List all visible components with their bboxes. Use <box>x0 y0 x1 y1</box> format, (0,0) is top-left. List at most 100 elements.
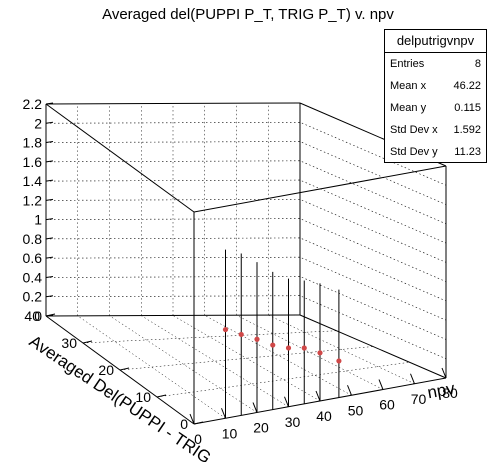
top-front-edge <box>193 165 447 213</box>
x-tick <box>252 402 258 413</box>
z-tick <box>45 141 54 144</box>
x-tick-label: 10 <box>222 425 238 441</box>
z-tick <box>45 160 54 163</box>
chart-title: Averaged del(PUPPI P_T, TRIG P_T) v. npv <box>102 6 394 23</box>
data-point <box>254 336 260 342</box>
y-tick <box>119 367 130 371</box>
z-tick <box>45 218 54 221</box>
y-tick-label: 10 <box>135 389 151 405</box>
top-left-edge <box>45 103 195 213</box>
z-tick <box>45 198 54 201</box>
y-tick-label: 30 <box>61 335 77 351</box>
x-tick-label: 70 <box>411 391 427 407</box>
stats-box: delputrigvnpv Entries 8 Mean x 46.22 Mea… <box>384 29 487 163</box>
data-point <box>238 331 244 338</box>
stats-row-stddev-x: Std Dev x 1.592 <box>385 119 486 141</box>
stats-row-entries: Entries 8 <box>385 53 486 75</box>
data-point <box>317 350 323 356</box>
z-tick-label: 0.4 <box>23 269 43 285</box>
z-tick <box>45 295 54 298</box>
z-gridline <box>45 141 447 205</box>
y-tick <box>82 340 93 344</box>
z-tick-label: 0.2 <box>23 289 43 305</box>
floor-right-edge <box>299 314 447 379</box>
z-tick-label: 1.2 <box>23 192 43 208</box>
x-tick-label: 30 <box>285 414 301 430</box>
z-tick-label: 0.8 <box>23 231 43 247</box>
z-tick-label: 1 <box>34 212 42 228</box>
x-tick <box>189 413 195 425</box>
floor-grid-x <box>172 315 321 402</box>
stats-value: 46.22 <box>453 80 481 92</box>
data-point <box>336 358 342 364</box>
z-tick-label: 2.2 <box>23 96 43 112</box>
y-tick-label: 0 <box>180 416 188 432</box>
data-point <box>285 345 292 351</box>
x-tick-label: 60 <box>379 397 395 413</box>
floor-grid-y <box>156 362 410 398</box>
data-point <box>222 326 229 333</box>
x-tick-label: 80 <box>442 385 458 401</box>
z-tick-label: 1.8 <box>23 135 43 151</box>
stats-label: Std Dev y <box>390 146 438 158</box>
stats-value: 1.592 <box>453 124 481 136</box>
x-tick <box>378 379 384 390</box>
x-tick <box>315 390 321 402</box>
x-tick <box>221 408 226 419</box>
x-tick-label: 50 <box>348 402 364 418</box>
stats-row-mean-x: Mean x 46.22 <box>385 75 486 97</box>
x-tick-label: 20 <box>253 420 269 436</box>
data-point <box>301 345 307 351</box>
y-tick <box>45 313 56 317</box>
z-gridline <box>45 237 447 302</box>
stats-label: Mean y <box>390 102 427 114</box>
x-tick <box>347 385 352 396</box>
z-tick <box>45 237 54 240</box>
x-tick-label: 0 <box>194 431 202 447</box>
z-tick <box>45 256 54 259</box>
y-tick-label: 20 <box>98 362 114 378</box>
x-tick-label: 40 <box>316 408 332 424</box>
z-tick-label: 1.6 <box>23 154 43 170</box>
y-tick <box>156 394 167 398</box>
z-gridline <box>45 276 447 340</box>
y-tick <box>193 421 204 425</box>
z-gridline <box>45 160 447 225</box>
stats-value: 0.115 <box>454 102 481 114</box>
floor-grid-x <box>109 315 258 413</box>
x-tick <box>410 373 415 384</box>
z-tick-label: 0.6 <box>23 250 43 266</box>
z-gridline <box>45 256 447 321</box>
stats-label: Mean x <box>390 80 427 92</box>
floor-grid-y <box>82 330 337 344</box>
data-point <box>270 342 276 348</box>
y-tick-label: 40 <box>24 308 40 324</box>
z-tick-label: 2 <box>34 115 42 131</box>
z-tick-label: 1.4 <box>23 173 43 189</box>
z-tick <box>45 275 54 278</box>
top-back-edge <box>45 102 301 105</box>
floor-grid-x <box>236 315 384 390</box>
x-tick <box>284 396 289 407</box>
stats-label: Std Dev x <box>390 124 438 136</box>
stats-label: Entries <box>390 58 425 70</box>
z-gridline <box>45 218 447 282</box>
z-tick <box>45 102 54 105</box>
stats-value: 8 <box>474 58 481 70</box>
z-tick <box>45 121 54 124</box>
stats-value: 11.23 <box>454 146 481 158</box>
x-axis-label: npv <box>426 379 457 403</box>
z-gridline <box>45 295 447 360</box>
stats-row-stddev-y: Std Dev y 11.23 <box>385 141 486 163</box>
z-gridline <box>45 179 447 244</box>
x-tick <box>441 367 447 379</box>
z-gridline <box>45 121 447 186</box>
stats-name: delputrigvnpv <box>385 30 486 53</box>
y-axis-label: Averaged Del(PUPPI - TRIG <box>26 332 215 468</box>
floor-grid-x <box>268 314 415 384</box>
stats-row-mean-y: Mean y 0.115 <box>385 97 486 119</box>
z-gridline <box>45 199 447 263</box>
floor-grid-x <box>141 315 289 407</box>
z-tick <box>45 179 54 182</box>
